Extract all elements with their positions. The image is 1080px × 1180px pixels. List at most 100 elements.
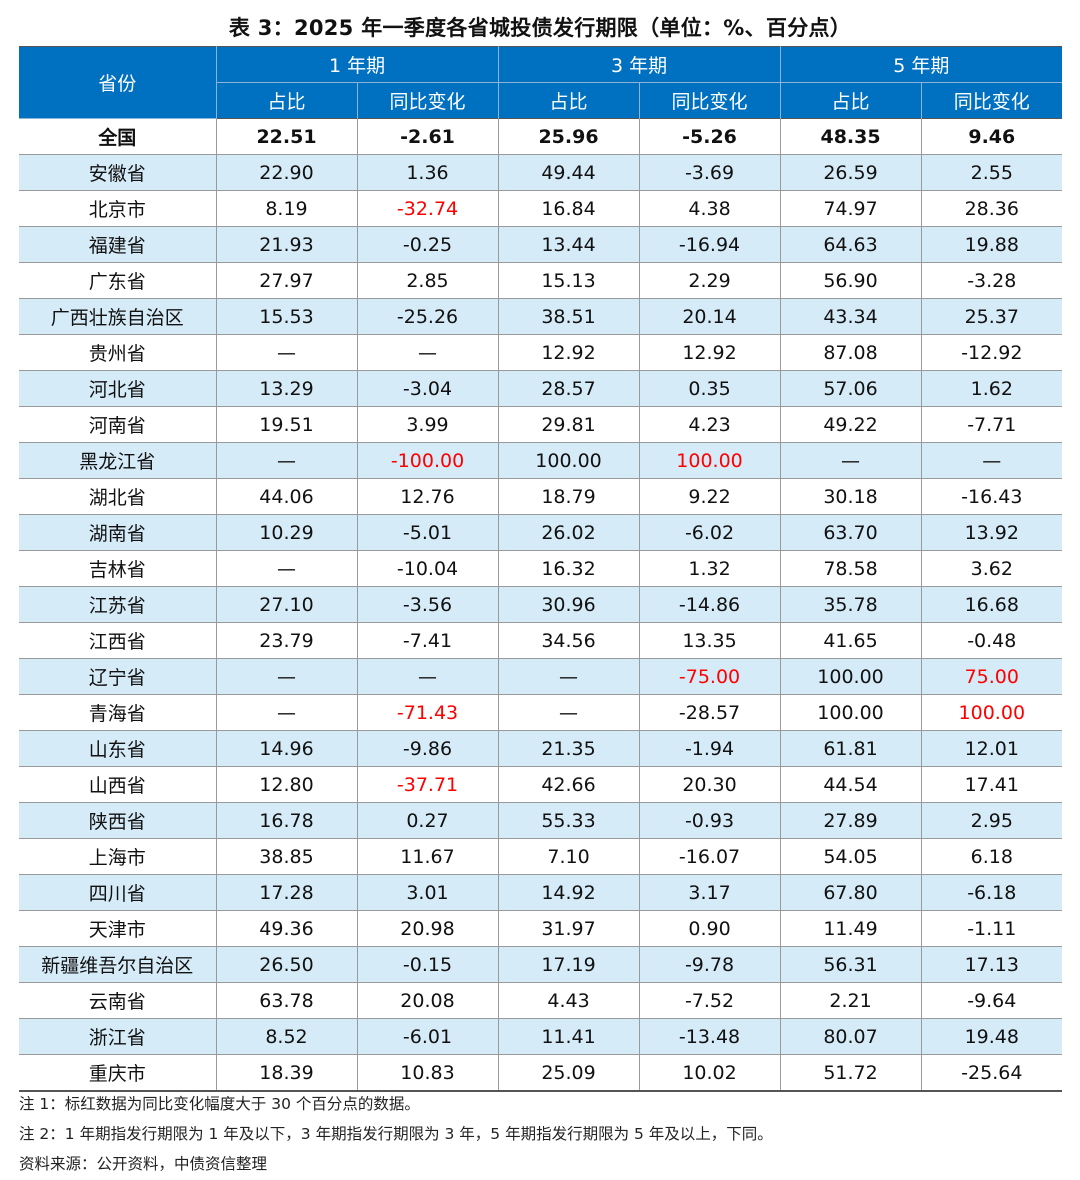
value-cell: 3.01 [356, 874, 499, 911]
table-row: 广东省 27.97 2.85 15.13 2.29 56.90 -3.28 [19, 262, 1063, 299]
value-cell: 100.00 [920, 694, 1063, 731]
value-cell: 9.22 [638, 478, 781, 515]
province-name: 江西省 [19, 622, 217, 659]
value-cell: 41.65 [779, 622, 922, 659]
value-cell: 15.13 [497, 262, 640, 299]
value-cell: 78.58 [779, 550, 922, 587]
value-cell: 31.97 [497, 910, 640, 947]
value-cell: 28.36 [920, 190, 1063, 227]
value-cell: -3.28 [920, 262, 1063, 299]
value-cell: 17.28 [215, 874, 358, 911]
value-cell: 0.35 [638, 370, 781, 407]
value-cell: 23.79 [215, 622, 358, 659]
value-cell: 34.56 [497, 622, 640, 659]
value-cell: 8.19 [215, 190, 358, 227]
table-row: 青海省 — -71.43— -28.57 100.00 100.00 [19, 694, 1063, 731]
source-note: 资料来源：公开资料，中债资信整理 [19, 1155, 268, 1173]
value-cell: 4.23 [638, 406, 781, 443]
value-cell: 100.00 [497, 442, 640, 479]
value-cell: 25.96 [497, 118, 640, 155]
value-cell: -7.52 [638, 982, 781, 1019]
value-cell: -100.00 [356, 442, 499, 479]
value-cell: 12.92 [497, 334, 640, 371]
value-cell: — [356, 334, 499, 371]
table-row: 福建省 21.93 -0.25 13.44 -16.94 64.63 19.88 [19, 226, 1063, 263]
value-cell: — [779, 442, 922, 479]
table-row: 北京市 8.19 -32.74 16.84 4.38 74.97 28.36 [19, 190, 1063, 227]
value-cell: -37.71 [356, 766, 499, 803]
value-cell: -71.43 [356, 694, 499, 731]
value-cell: -75.00 [638, 658, 781, 695]
table-row: 天津市 49.36 20.98 31.97 0.90 11.49 -1.11 [19, 910, 1063, 947]
province-name: 陕西省 [19, 802, 217, 839]
header-province: 省份 [19, 46, 217, 119]
value-cell: 51.72 [779, 1054, 922, 1092]
value-cell: — [215, 442, 358, 479]
value-cell: 48.35 [779, 118, 922, 155]
value-cell: -6.18 [920, 874, 1063, 911]
value-cell: 63.78 [215, 982, 358, 1019]
value-cell: 80.07 [779, 1018, 922, 1055]
value-cell: 20.98 [356, 910, 499, 947]
value-cell: 27.10 [215, 586, 358, 623]
value-cell: 16.68 [920, 586, 1063, 623]
value-cell: 87.08 [779, 334, 922, 371]
table-header: 省份 1 年期 3 年期 5 年期 占比 同比变化 占比 同比变化 占比 同比变… [19, 46, 1063, 119]
value-cell: 15.53 [215, 298, 358, 335]
value-cell: 20.30 [638, 766, 781, 803]
province-name: 湖北省 [19, 478, 217, 515]
province-name: 北京市 [19, 190, 217, 227]
table-row: 山东省 14.96 -9.86 21.35 -1.94 61.81 12.01 [19, 730, 1063, 767]
value-cell: — [497, 694, 640, 731]
value-cell: -3.04 [356, 370, 499, 407]
value-cell: 21.93 [215, 226, 358, 263]
value-cell: 14.92 [497, 874, 640, 911]
table-row: 山西省 12.80 -37.71 42.66 20.30 44.54 17.41 [19, 766, 1063, 803]
value-cell: 13.44 [497, 226, 640, 263]
value-cell: — [920, 442, 1063, 479]
value-cell: 49.36 [215, 910, 358, 947]
value-cell: — [215, 334, 358, 371]
table-body: 全国 22.51 -2.61 25.96 -5.26 48.35 9.46 安徽省 22.90 1… [19, 118, 1063, 1092]
province-name: 重庆市 [19, 1054, 217, 1092]
value-cell: 63.70 [779, 514, 922, 551]
value-cell: -1.11 [920, 910, 1063, 947]
value-cell: 2.21 [779, 982, 922, 1019]
value-cell: -5.26 [638, 118, 781, 155]
table-row: 江苏省 27.10 -3.56 30.96 -14.86 35.78 16.68 [19, 586, 1063, 623]
bond-maturity-table: 省份 1 年期 3 年期 5 年期 占比 同比变化 占比 同比变化 占比 同比变… [19, 46, 1063, 1092]
table-row: 云南省 63.78 20.08 4.43 -7.52 2.21 -9.64 [19, 982, 1063, 1019]
value-cell: -12.92 [920, 334, 1063, 371]
value-cell: 18.39 [215, 1054, 358, 1092]
value-cell: 54.05 [779, 838, 922, 875]
value-cell: 1.62 [920, 370, 1063, 407]
table-title: 表 3：2025 年一季度各省城投债发行期限（单位：%、百分点） [228, 16, 852, 40]
value-cell: 56.31 [779, 946, 922, 983]
value-cell: 21.35 [497, 730, 640, 767]
province-name: 天津市 [19, 910, 217, 947]
value-cell: 44.06 [215, 478, 358, 515]
value-cell: 42.66 [497, 766, 640, 803]
value-cell: -0.15 [356, 946, 499, 983]
value-cell: 57.06 [779, 370, 922, 407]
value-cell: 10.83 [356, 1054, 499, 1092]
value-cell: 6.18 [920, 838, 1063, 875]
value-cell: — [215, 658, 358, 695]
value-cell: 17.41 [920, 766, 1063, 803]
table-row: 广西壮族自治区 15.53 -25.26 38.51 20.14 43.34 25.37 [19, 298, 1063, 335]
table-row: 辽宁省 — — — -75.00 100.00 75.00 [19, 658, 1063, 695]
province-name: 江苏省 [19, 586, 217, 623]
value-cell: 0.90 [638, 910, 781, 947]
value-cell: -0.25 [356, 226, 499, 263]
value-cell: 26.02 [497, 514, 640, 551]
header-1y-yoy: 同比变化 [356, 82, 499, 119]
province-name: 广东省 [19, 262, 217, 299]
province-name: 黑龙江省 [19, 442, 217, 479]
value-cell: 27.97 [215, 262, 358, 299]
value-cell: -2.61 [356, 118, 499, 155]
province-name: 浙江省 [19, 1018, 217, 1055]
value-cell: 10.02 [638, 1054, 781, 1092]
value-cell: -13.48 [638, 1018, 781, 1055]
value-cell: 22.51 [215, 118, 358, 155]
value-cell: 7.10 [497, 838, 640, 875]
